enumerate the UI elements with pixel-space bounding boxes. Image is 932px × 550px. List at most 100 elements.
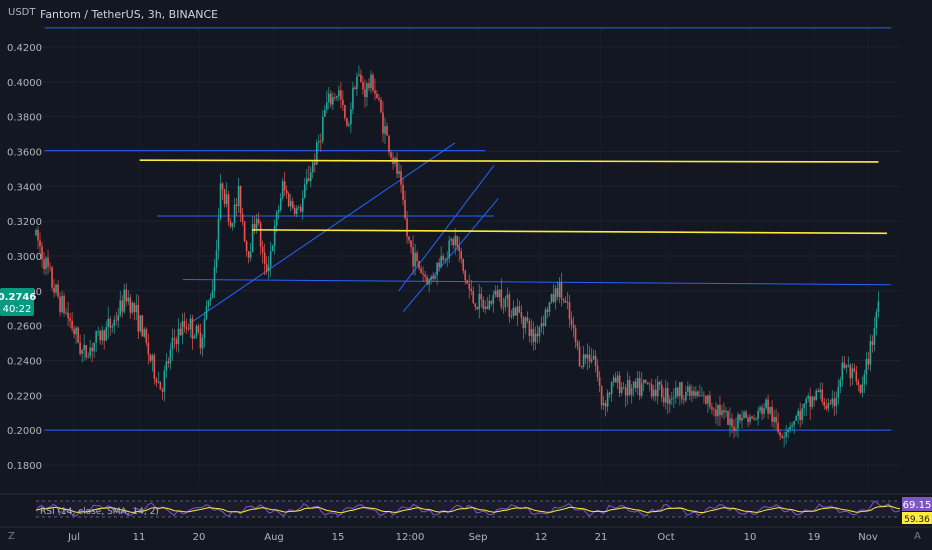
candle-body	[582, 354, 585, 368]
candle-body	[43, 259, 45, 270]
candle-body	[67, 312, 69, 319]
y-tick-label: 0.2600	[7, 322, 42, 333]
candle-body	[606, 392, 609, 407]
candle-body	[378, 98, 380, 100]
candle-body	[859, 385, 862, 393]
candle-body	[831, 398, 834, 404]
timezone-corner[interactable]: Z	[8, 531, 15, 542]
candle-body	[793, 420, 795, 425]
candle-body	[550, 294, 553, 303]
candle-body	[313, 162, 316, 165]
candle-body	[472, 291, 475, 304]
candle-body	[322, 116, 324, 142]
candle-body	[695, 391, 697, 396]
price-badge: 0.2746 40:22	[0, 288, 36, 316]
candle-body	[616, 375, 619, 383]
candle-body	[75, 327, 77, 335]
candle-body	[867, 358, 870, 365]
candle-body	[809, 396, 812, 407]
candle-body	[610, 382, 613, 395]
candle-body	[656, 381, 659, 397]
candle-body	[346, 118, 348, 126]
candle-body	[237, 186, 240, 206]
candle-body	[303, 184, 306, 198]
time-axis[interactable]: Jul 11 20 Aug 15 12:00 Sep 12 21 Oct 10 19 Nov	[67, 532, 878, 543]
candle-body	[388, 135, 390, 153]
candle-body	[35, 229, 37, 236]
y-tick-label: 0.2000	[7, 426, 42, 437]
candle-body	[406, 218, 408, 237]
candle-body	[354, 87, 356, 90]
candle-body	[658, 381, 661, 385]
candle-body	[566, 302, 569, 303]
x-tick-label: 10	[744, 532, 757, 543]
candle-body	[175, 339, 178, 344]
candle-body	[486, 306, 489, 310]
auto-scale-button[interactable]: A	[914, 531, 921, 542]
candle-body	[195, 325, 198, 337]
candle-body	[384, 126, 386, 134]
candle-body	[815, 390, 818, 401]
candle-body	[648, 383, 651, 385]
candle-body	[506, 294, 509, 299]
candle-body	[753, 418, 755, 420]
candle-body	[169, 349, 172, 364]
candle-body	[424, 274, 426, 277]
candle-body	[368, 83, 370, 89]
candle-body	[97, 330, 99, 332]
candle-body	[251, 223, 254, 253]
candle-body	[536, 333, 539, 337]
candle-body	[450, 238, 452, 241]
candle-body	[426, 276, 428, 285]
candle-body	[362, 82, 364, 90]
candle-body	[570, 319, 573, 325]
candle-body	[654, 389, 657, 397]
candle-body	[594, 355, 597, 366]
candle-body	[77, 327, 79, 343]
candle-body	[556, 288, 559, 297]
candle-body	[500, 289, 503, 308]
candle-body	[219, 183, 222, 219]
candle-body	[143, 329, 146, 337]
candle-body	[145, 329, 148, 343]
candle-body	[642, 379, 645, 384]
candle-body	[861, 384, 864, 393]
candle-body	[249, 252, 252, 258]
candle-body	[588, 354, 591, 362]
candle-body	[745, 411, 747, 418]
candle-body	[55, 284, 57, 293]
candle-body	[277, 209, 280, 213]
candle-body	[775, 417, 777, 423]
yellow-levels	[139, 159, 888, 235]
candle-body	[488, 300, 491, 310]
candle-body	[297, 207, 300, 208]
candle-body	[614, 377, 617, 383]
candle-body	[807, 396, 809, 399]
candle-body	[626, 380, 629, 396]
rsi-pane: RSI (14, close, SMA, 14, 2) 69.15 59.36	[35, 497, 932, 525]
y-tick-label: 0.3000	[7, 252, 42, 263]
candle-body	[855, 371, 858, 382]
candle-body	[412, 247, 414, 267]
candle-body	[608, 392, 611, 395]
candle-body	[326, 102, 328, 110]
candle-body	[650, 384, 653, 397]
candle-body	[121, 300, 124, 312]
candle-body	[452, 238, 454, 246]
candle-body	[173, 337, 176, 340]
candle-body	[428, 279, 430, 285]
candle-body	[410, 240, 412, 248]
candle-body	[149, 354, 152, 361]
y-tick-label: 0.3200	[7, 217, 42, 228]
price-axis: 0.4200 0.4000 0.3800 0.3600 0.3400 0.3200 0.30…	[7, 43, 42, 472]
y-tick-label: 0.3800	[7, 113, 42, 124]
candle-body	[494, 290, 497, 295]
candle-body	[765, 399, 767, 409]
candle-body	[430, 276, 432, 280]
candle-body	[464, 270, 467, 281]
candle-body	[667, 387, 669, 404]
candle-body	[201, 337, 204, 349]
candle-body	[309, 172, 312, 182]
candle-body	[552, 294, 555, 302]
